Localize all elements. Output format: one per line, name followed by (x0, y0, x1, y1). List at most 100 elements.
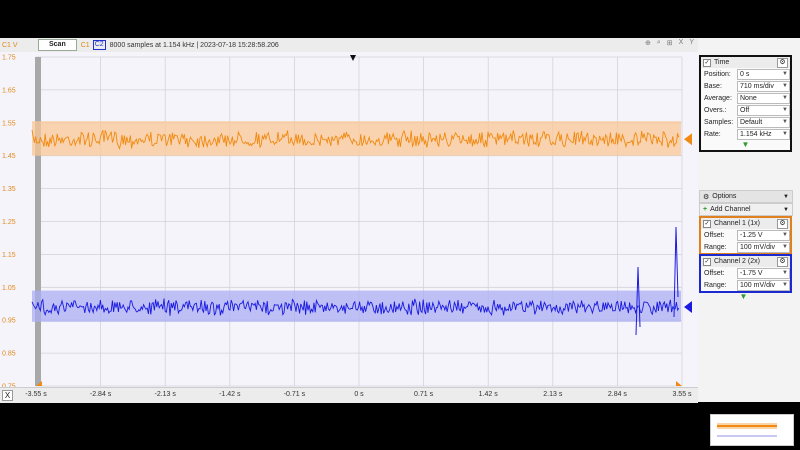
time-row-value: 710 ms/div (740, 82, 774, 90)
y-tick-label: 1.65 (2, 87, 16, 94)
channel-1-row-value: 100 mV/div (740, 243, 776, 251)
time-row-label: Position: (704, 70, 731, 78)
gear-icon[interactable]: ⚙ (777, 256, 788, 267)
series-line-1 (31, 129, 680, 150)
series-line-2 (31, 298, 680, 317)
x-axis-button[interactable]: X (2, 390, 13, 401)
chevron-down-icon: ▼ (783, 193, 789, 200)
x-tick-label: 2.13 s (543, 391, 563, 398)
channel-1-section: ✓ Channel 1 (1x) ⚙ Offset: -1.25 V ▼ Range:… (699, 216, 792, 255)
chevron-down-icon[interactable]: ▼ (782, 94, 788, 101)
gear-icon: ⚙ (703, 193, 710, 201)
channel-2-row-value: 100 mV/div (740, 281, 776, 289)
x-tick-label: -1.42 s (219, 391, 241, 398)
time-row: Overs.: Off ▼ (701, 104, 790, 116)
time-title: Time (714, 59, 730, 66)
time-row: Rate: 1.154 kHz ▼ (701, 128, 790, 140)
time-row-field[interactable]: Off ▼ (737, 104, 790, 116)
chevron-down-icon[interactable]: ▼ (782, 118, 788, 125)
channel-2-row-label: Offset: (704, 269, 725, 277)
channel-1-row-field[interactable]: -1.25 V ▼ (737, 229, 790, 241)
channel-2-header[interactable]: ✓ Channel 2 (2x) ⚙ (701, 256, 790, 267)
options-bar[interactable]: ⚙ Options ▼ (699, 190, 793, 203)
acquisition-info: 8000 samples at 1.154 kHz | 2023-07-18 1… (109, 41, 279, 49)
channel-1-toggle[interactable]: C1 (80, 41, 90, 49)
series-2-spike (673, 227, 679, 318)
chevron-down-icon[interactable]: ▼ (782, 82, 788, 89)
zoom-fit-icon[interactable]: ⊞ (666, 40, 673, 47)
zoom-icon[interactable]: ⌕ (656, 39, 661, 46)
y-tick-label: 0.85 (2, 351, 16, 358)
time-row-field[interactable]: 0 s ▼ (737, 68, 790, 80)
plot-canvas[interactable]: 1.75 1.65 1.55 1.45 1.35 1.25 1.15 1.05 0.95 0.85… (0, 52, 698, 387)
chevron-down-icon[interactable]: ▼ (782, 281, 788, 288)
time-row-label: Overs.: (704, 106, 727, 114)
x-tick-label: 3.55 s (672, 391, 692, 398)
time-row-field[interactable]: Default ▼ (737, 116, 790, 128)
channel-2-toggle[interactable]: C2 (92, 40, 106, 50)
channel-2-row-label: Range: (704, 281, 727, 289)
plot-background (0, 52, 698, 387)
y-unit-label: C1 V (2, 41, 18, 49)
channel-1-header[interactable]: ✓ Channel 1 (1x) ⚙ (701, 218, 790, 229)
channel-2-title: Channel 2 (2x) (714, 258, 760, 265)
y-axis-icon[interactable]: Y (689, 39, 694, 46)
y-tick-label: 1.55 (2, 120, 16, 127)
chevron-down-icon[interactable]: ▼ (782, 106, 788, 113)
channel-1-row: Offset: -1.25 V ▼ (701, 229, 790, 241)
x-axis-icon[interactable]: X (678, 39, 684, 46)
channel-2-row: Range: 100 mV/div ▼ (701, 279, 790, 291)
x-tick-label: 2.84 s (607, 391, 627, 398)
channel-2-row-field[interactable]: -1.75 V ▼ (737, 267, 790, 279)
channel-2-offset-marker-icon (684, 301, 692, 314)
y-tick-label: 1.05 (2, 285, 16, 292)
channel-2-section: ✓ Channel 2 (2x) ⚙ Offset: -1.75 V ▼ Range:… (699, 254, 792, 293)
chevron-down-icon[interactable]: ▼ (782, 231, 788, 238)
chevron-down-icon[interactable]: ▼ (782, 70, 788, 77)
waveform-plot[interactable]: 1.75 1.65 1.55 1.45 1.35 1.25 1.15 1.05 0.95 0.85… (0, 52, 698, 387)
chevron-down-icon[interactable]: ▼ (782, 243, 788, 250)
y-tick-label: 1.25 (2, 219, 16, 226)
time-row-label: Samples: (704, 118, 734, 126)
time-row-label: Average: (704, 94, 732, 102)
time-row-field[interactable]: 1.154 kHz ▼ (737, 128, 790, 140)
time-header[interactable]: ✓ Time ⚙ (701, 57, 790, 68)
time-section: ✓ Time ⚙ Position: 0 s ▼ Base: 710 ms/div ▼ Av… (699, 55, 792, 152)
status-bar: C1 V Scan C1 C2 8000 samples at 1.154 kH… (0, 38, 698, 53)
y-tick-label: 1.45 (2, 153, 16, 160)
time-row-label: Base: (704, 82, 722, 90)
channel-1-row-label: Offset: (704, 231, 725, 239)
add-channel-bar[interactable]: + Add Channel ▼ (699, 203, 793, 216)
time-row-value: Off (740, 106, 750, 114)
chevron-down-icon[interactable]: ▼ (782, 130, 788, 137)
time-checkbox[interactable]: ✓ (703, 58, 711, 67)
chevron-down-icon: ▼ (783, 206, 789, 213)
channel-2-checkbox[interactable]: ✓ (703, 257, 711, 266)
channel-2-row-value: -1.75 V (740, 269, 763, 277)
time-row-field[interactable]: 710 ms/div ▼ (737, 80, 790, 92)
y-tick-label: 0.75 (2, 384, 16, 388)
chevron-down-icon[interactable]: ▼ (782, 269, 788, 276)
channel-1-row-label: Range: (704, 243, 727, 251)
expand-arrow-icon[interactable]: ▼ (739, 292, 748, 301)
gear-icon[interactable]: ⚙ (777, 57, 788, 68)
x-tick-label: 0.71 s (414, 391, 434, 398)
gear-icon[interactable]: ⚙ (777, 218, 788, 229)
y-tick-label: 0.95 (2, 318, 16, 325)
channel-2-row-field[interactable]: 100 mV/div ▼ (737, 279, 790, 291)
x-tick-label: 0 s (354, 391, 364, 398)
time-row-label: Rate: (704, 130, 721, 138)
x-tick-label: -2.84 s (89, 391, 112, 398)
toolbar-icons: ⊕ ⌕ ⊞ X Y (645, 39, 694, 47)
expand-arrow-icon[interactable]: ▼ (741, 140, 750, 149)
crosshair-icon[interactable]: ⊕ (644, 40, 651, 47)
trigger-marker-icon (350, 55, 356, 61)
scan-button[interactable]: Scan (38, 39, 77, 51)
channel-1-row-field[interactable]: 100 mV/div ▼ (737, 241, 790, 253)
time-row-field[interactable]: None ▼ (737, 92, 790, 104)
time-row-value: None (740, 94, 757, 102)
overview-minimap[interactable] (710, 414, 794, 446)
minimap-ch2-trace (717, 435, 777, 437)
channel-1-checkbox[interactable]: ✓ (703, 219, 711, 228)
options-label: Options (712, 193, 737, 200)
